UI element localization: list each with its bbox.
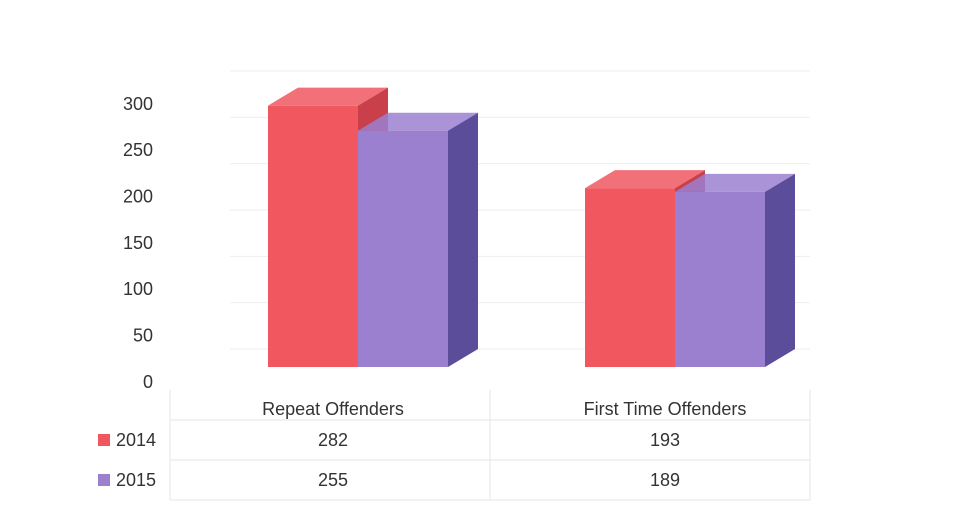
bar: [675, 191, 765, 367]
table-value: 189: [650, 470, 680, 490]
x-tick-label: First Time Offenders: [584, 399, 747, 419]
bar-top: [358, 112, 478, 131]
bar-top: [675, 173, 795, 192]
bar-top: [585, 170, 705, 189]
y-tick-label: 0: [143, 372, 153, 392]
bar-side: [765, 173, 795, 367]
legend-swatch: [98, 474, 110, 486]
table-value: 193: [650, 430, 680, 450]
legend-label: 2015: [116, 470, 156, 490]
legend-label: 2014: [116, 430, 156, 450]
bar: [585, 188, 675, 367]
y-tick-label: 250: [123, 140, 153, 160]
bar: [268, 105, 358, 368]
y-tick-label: 200: [123, 186, 153, 206]
bar-top: [268, 87, 388, 106]
y-tick-label: 150: [123, 233, 153, 253]
table-value: 255: [318, 470, 348, 490]
y-tick-label: 300: [123, 94, 153, 114]
bar: [358, 130, 448, 367]
bar-side: [448, 112, 478, 367]
x-tick-label: Repeat Offenders: [262, 399, 404, 419]
table-value: 282: [318, 430, 348, 450]
y-tick-label: 50: [133, 325, 153, 345]
y-tick-label: 100: [123, 279, 153, 299]
legend-swatch: [98, 434, 110, 446]
